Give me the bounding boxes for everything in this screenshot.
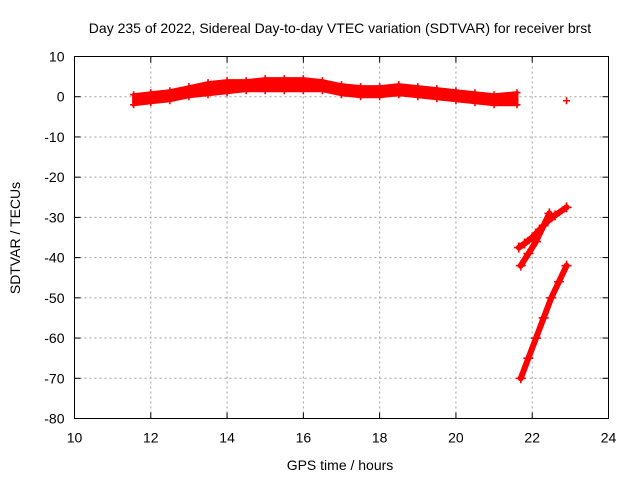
data-point: [223, 89, 231, 97]
data-band: [132, 77, 519, 107]
y-tick-label: -50: [44, 290, 64, 306]
data-point: [185, 93, 193, 101]
data-point: [185, 83, 193, 91]
data-point: [204, 79, 212, 87]
data-point: [338, 91, 345, 99]
y-tick-label: 0: [57, 89, 65, 105]
tick-layer: 10 12 14 16 18 20 22 24 10 0 -10 -20 -30 -40 -50 -60 -70…: [44, 49, 616, 446]
data-point: [553, 276, 564, 287]
data-point: [471, 99, 479, 107]
data-point: [544, 208, 555, 219]
y-tick-label: 10: [49, 49, 65, 65]
data-point: [242, 77, 250, 85]
x-tick-label: 16: [296, 430, 312, 446]
data-point: [376, 83, 384, 91]
data-point: [338, 81, 345, 89]
data-point: [513, 101, 521, 109]
data-point: [515, 260, 526, 271]
x-axis-title: GPS time / hours: [287, 457, 394, 473]
data-point: [376, 93, 384, 101]
data-point: [166, 87, 174, 95]
data-point: [147, 99, 155, 107]
data-point: [223, 77, 231, 85]
data-point: [563, 97, 571, 105]
data-point: [561, 260, 572, 271]
y-tick-label: -20: [44, 169, 64, 185]
data-point: [471, 89, 479, 97]
data-point: [204, 91, 212, 99]
data-point: [280, 87, 288, 95]
data-point: [538, 312, 549, 323]
y-tick-label: -10: [44, 129, 64, 145]
data-point: [261, 75, 269, 83]
data-point: [280, 75, 288, 83]
y-tick-label: -70: [44, 370, 64, 386]
data-point: [318, 87, 326, 95]
data-point: [490, 91, 498, 99]
data-point: [130, 101, 138, 109]
data-point: [561, 202, 572, 213]
data-point: [523, 248, 534, 259]
y-tick-label: -80: [44, 411, 64, 427]
data-layer: [130, 75, 572, 384]
data-point: [452, 87, 460, 95]
data-point: [357, 83, 365, 91]
data-point: [550, 210, 561, 221]
y-tick-label: -60: [44, 330, 64, 346]
data-point: [531, 333, 542, 344]
data-point: [357, 93, 365, 101]
data-point: [414, 93, 422, 101]
x-tick-label: 22: [524, 430, 540, 446]
data-point: [531, 236, 542, 247]
chart-title: Day 235 of 2022, Sidereal Day-to-day VTE…: [89, 20, 591, 36]
data-point: [299, 75, 307, 83]
data-point: [519, 238, 530, 249]
data-point: [395, 81, 403, 89]
data-point: [452, 97, 460, 105]
data-point: [433, 95, 441, 103]
data-point: [523, 353, 534, 364]
data-point: [513, 89, 521, 97]
data-point: [513, 242, 524, 253]
x-tick-label: 12: [143, 430, 159, 446]
data-point: [130, 91, 138, 99]
y-tick-label: -40: [44, 250, 64, 266]
data-point: [242, 87, 250, 95]
plot-frame: [74, 56, 609, 419]
data-point: [318, 77, 326, 85]
data-point: [395, 91, 403, 99]
x-tick-label: 20: [448, 430, 464, 446]
data-point: [147, 89, 155, 97]
data-point: [433, 85, 441, 93]
x-tick-label: 18: [372, 430, 388, 446]
x-tick-label: 24: [601, 430, 617, 446]
data-point: [166, 97, 174, 105]
x-tick-label: 14: [219, 430, 235, 446]
data-point: [299, 87, 307, 95]
data-point: [261, 87, 269, 95]
x-tick-label: 10: [67, 430, 83, 446]
y-tick-label: -30: [44, 209, 64, 225]
data-point: [414, 83, 422, 91]
data-point: [515, 373, 526, 384]
y-axis-title: SDTVAR / TECUs: [7, 182, 23, 294]
data-point: [546, 292, 557, 303]
data-point: [538, 220, 549, 231]
data-point: [490, 101, 498, 109]
